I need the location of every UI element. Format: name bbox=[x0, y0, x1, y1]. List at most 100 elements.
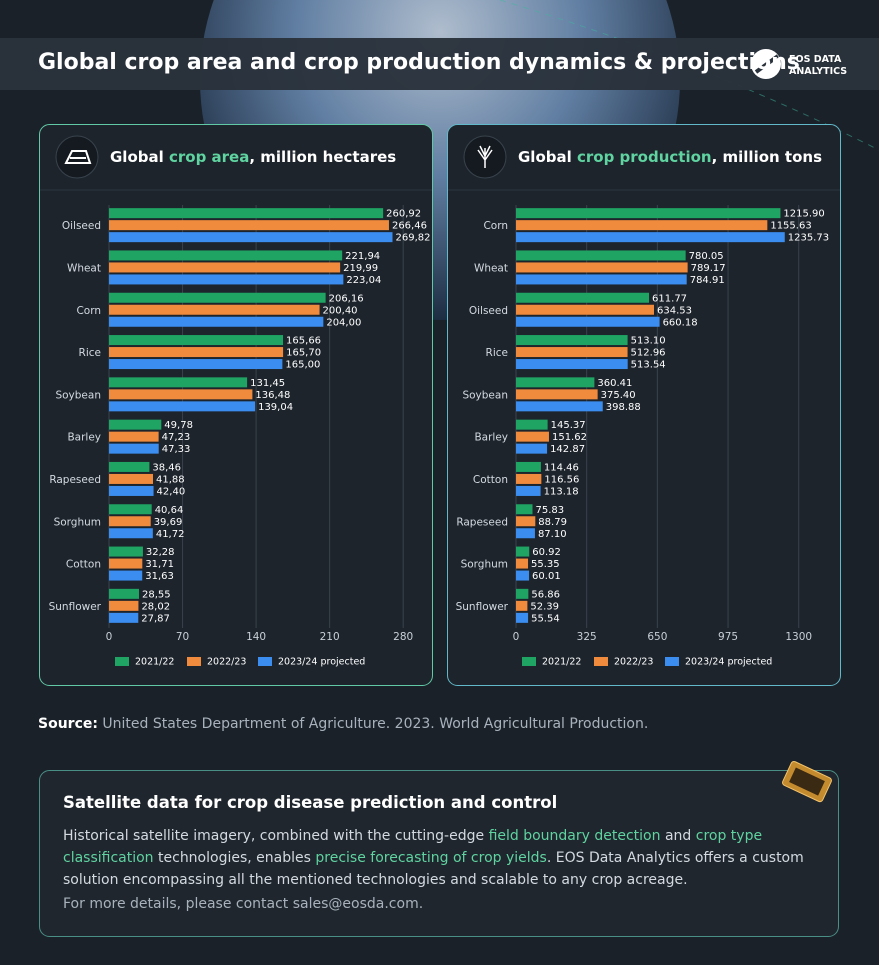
bar bbox=[109, 389, 253, 400]
bar bbox=[516, 250, 686, 261]
logo-text: EOS DATA ANALYTICS bbox=[789, 54, 847, 78]
legend-swatch bbox=[594, 657, 608, 666]
bar bbox=[109, 431, 159, 442]
data-label: 31,71 bbox=[145, 559, 174, 570]
x-tick-label: 0 bbox=[513, 631, 520, 643]
text: Historical satellite imagery, combined w… bbox=[63, 828, 489, 844]
bar bbox=[109, 570, 143, 581]
data-label: 513.54 bbox=[631, 360, 666, 371]
data-label: 49,78 bbox=[164, 420, 193, 431]
bar bbox=[109, 335, 284, 346]
text: Global bbox=[518, 148, 577, 166]
y-tick-label: Soybean bbox=[462, 389, 508, 401]
bar bbox=[109, 220, 389, 231]
data-label: 47,33 bbox=[162, 444, 191, 455]
bar bbox=[109, 401, 256, 412]
y-tick-label: Sorghum bbox=[461, 559, 508, 571]
source-text: United States Department of Agriculture.… bbox=[102, 716, 649, 732]
x-tick-label: 325 bbox=[577, 631, 597, 643]
x-tick-label: 70 bbox=[176, 631, 189, 643]
data-label: 42,40 bbox=[157, 486, 186, 497]
text: , million tons bbox=[711, 148, 822, 166]
x-tick-label: 650 bbox=[647, 631, 667, 643]
data-label: 634.53 bbox=[657, 305, 692, 316]
bar bbox=[109, 504, 152, 515]
text: , million hectares bbox=[249, 148, 397, 166]
source: Source: United States Department of Agri… bbox=[38, 716, 648, 732]
text: Global bbox=[110, 148, 169, 166]
bar bbox=[516, 335, 628, 346]
highlight-text: crop area bbox=[168, 148, 250, 166]
bar bbox=[516, 558, 529, 569]
legend-label: 2021/22 bbox=[135, 657, 174, 668]
y-tick-label: Rice bbox=[486, 347, 508, 359]
bar bbox=[516, 304, 654, 315]
bar bbox=[516, 485, 541, 496]
data-label: 1235.73 bbox=[788, 233, 829, 244]
x-tick-label: 975 bbox=[718, 631, 738, 643]
data-label: 28,02 bbox=[141, 601, 170, 612]
bar bbox=[516, 516, 536, 527]
bar bbox=[516, 359, 628, 370]
data-label: 75.83 bbox=[535, 505, 564, 516]
highlight-text: precise forecasting of crop yields bbox=[315, 850, 547, 866]
bar bbox=[516, 220, 768, 231]
data-label: 31,63 bbox=[145, 571, 174, 582]
y-tick-label: Oilseed bbox=[62, 220, 101, 232]
data-label: 52.39 bbox=[530, 601, 559, 612]
bar bbox=[516, 347, 628, 358]
data-label: 1215.90 bbox=[783, 209, 824, 220]
data-label: 47,23 bbox=[162, 432, 191, 443]
bar bbox=[109, 419, 162, 430]
bar bbox=[109, 473, 154, 484]
data-label: 200,40 bbox=[323, 305, 358, 316]
data-label: 513.10 bbox=[631, 336, 666, 347]
data-label: 206,16 bbox=[329, 293, 364, 304]
data-label: 27,87 bbox=[141, 613, 170, 624]
page-title: Global crop area and crop production dyn… bbox=[38, 50, 800, 75]
bar bbox=[516, 208, 781, 219]
data-label: 38,46 bbox=[152, 462, 181, 473]
bar bbox=[516, 461, 541, 472]
data-label: 221,94 bbox=[345, 251, 380, 262]
bar bbox=[516, 232, 785, 243]
y-tick-label: Wheat bbox=[67, 262, 101, 274]
logo-glyph bbox=[754, 54, 780, 74]
data-label: 204,00 bbox=[326, 317, 361, 328]
y-tick-label: Wheat bbox=[474, 262, 508, 274]
bar bbox=[516, 473, 542, 484]
bar bbox=[109, 461, 150, 472]
data-label: 136,48 bbox=[255, 390, 290, 401]
data-label: 139,04 bbox=[258, 402, 293, 413]
data-label: 55.54 bbox=[531, 613, 560, 624]
chart-title: Global crop area, million hectares bbox=[110, 148, 396, 166]
legend-swatch bbox=[187, 657, 201, 666]
bar bbox=[109, 232, 393, 243]
highlight-text: field boundary detection bbox=[488, 828, 661, 844]
bar bbox=[516, 274, 687, 285]
text: and bbox=[660, 828, 696, 844]
info-box bbox=[39, 770, 839, 937]
data-label: 87.10 bbox=[538, 529, 567, 540]
bar bbox=[109, 347, 284, 358]
y-tick-label: Barley bbox=[474, 432, 508, 444]
bar bbox=[516, 570, 530, 581]
highlight-text: crop type classification bbox=[63, 828, 763, 866]
data-label: 223,04 bbox=[346, 275, 381, 286]
bar bbox=[109, 528, 153, 539]
data-label: 219,99 bbox=[343, 263, 378, 274]
legend-label: 2022/23 bbox=[207, 657, 246, 668]
data-label: 114.46 bbox=[544, 462, 579, 473]
legend-label: 2023/24 projected bbox=[278, 657, 365, 668]
bar bbox=[109, 359, 283, 370]
bar bbox=[516, 389, 598, 400]
data-label: 60.92 bbox=[532, 547, 561, 558]
text: . EOS Data Analytics offers a custom sol… bbox=[63, 850, 804, 888]
data-label: 60.01 bbox=[532, 571, 561, 582]
data-label: 56.86 bbox=[531, 589, 560, 600]
data-label: 113.18 bbox=[544, 486, 579, 497]
data-label: 269,82 bbox=[395, 233, 430, 244]
bar bbox=[516, 600, 528, 611]
bar bbox=[109, 208, 384, 219]
y-tick-label: Rice bbox=[79, 347, 101, 359]
